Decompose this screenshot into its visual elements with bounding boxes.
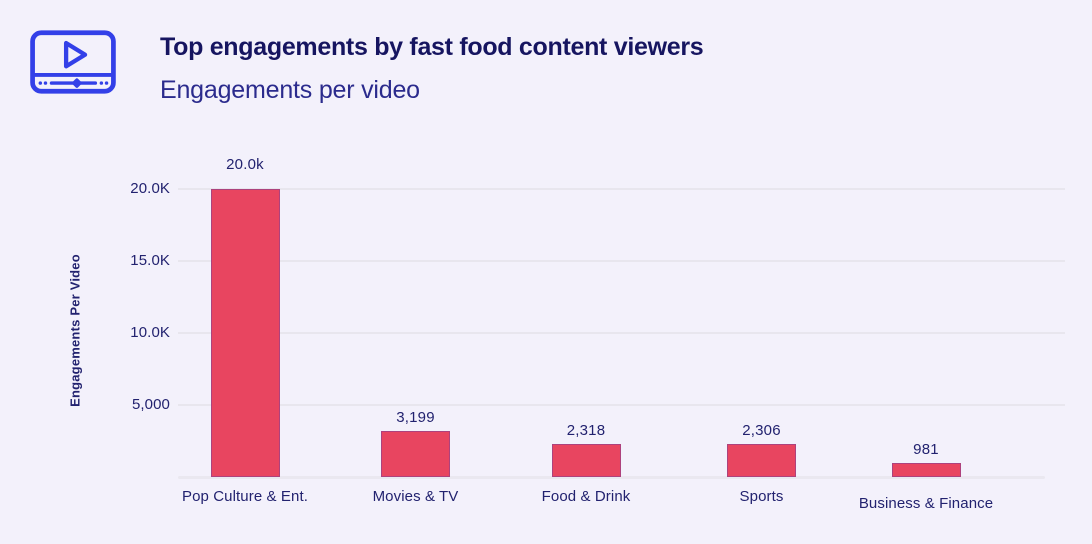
bar-value-label: 20.0k	[226, 156, 264, 173]
header-text-block: Top engagements by fast food content vie…	[160, 28, 704, 105]
x-axis-category-label: Business & Finance	[858, 495, 994, 512]
gridline	[178, 332, 1065, 334]
bar-pop-culture-ent[interactable]	[210, 189, 280, 477]
y-axis-tick-label: 15.0K	[130, 252, 170, 269]
x-axis-category-label: Sports	[739, 488, 784, 505]
x-axis-line	[178, 476, 1045, 479]
y-axis-tick-label: 20.0K	[130, 180, 170, 197]
y-axis-tick-label: 10.0K	[130, 324, 170, 341]
y-axis-tick-label: 5,000	[131, 396, 170, 413]
bar-food-drink[interactable]	[551, 444, 621, 477]
video-player-icon	[30, 28, 116, 94]
bar-business-finance[interactable]	[891, 463, 961, 477]
bar-value-label: 2,318	[566, 422, 606, 439]
x-axis-category-label: Food & Drink	[541, 488, 631, 505]
gridline	[178, 404, 1065, 406]
bar-sports[interactable]	[727, 444, 796, 477]
gridline	[178, 260, 1065, 262]
bar-value-label: 3,199	[396, 409, 435, 426]
bar-value-label: 2,306	[742, 422, 781, 439]
y-axis-title: Engagements Per Video	[67, 254, 83, 407]
bar-movies-tv[interactable]	[381, 431, 450, 477]
chart-title: Top engagements by fast food content vie…	[160, 33, 704, 61]
gridline	[178, 188, 1065, 190]
x-axis-category-label: Pop Culture & Ent.	[181, 488, 309, 505]
bar-value-label: 981	[913, 441, 939, 458]
x-axis-category-label: Movies & TV	[372, 488, 459, 505]
chart-header: Top engagements by fast food content vie…	[30, 28, 704, 105]
chart-subtitle: Engagements per video	[160, 75, 420, 104]
